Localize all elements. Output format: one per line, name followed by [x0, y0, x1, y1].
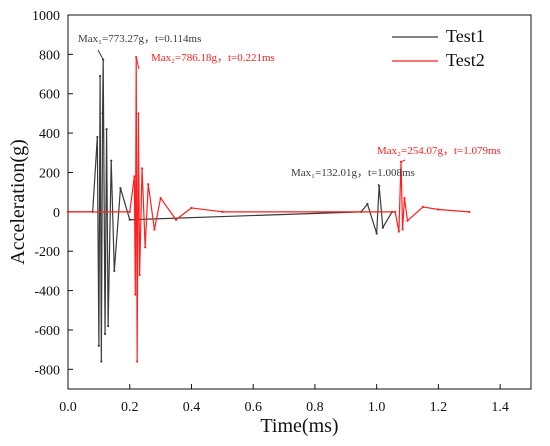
series-point-test2 — [159, 196, 162, 200]
annotation-leader-line — [400, 159, 406, 163]
series-point-test1 — [366, 202, 369, 206]
series-point-test1 — [97, 344, 100, 347]
series-point-test2 — [394, 210, 397, 213]
x-tick-label: 1.0 — [368, 400, 386, 415]
plot-frame — [67, 14, 532, 390]
series-point-test2 — [403, 196, 406, 200]
y-tick-label: -600 — [34, 324, 60, 339]
annotation-leader-line — [97, 49, 104, 60]
series-point-test1 — [100, 360, 103, 363]
series-point-test1 — [119, 187, 122, 190]
y-tick-label: 200 — [39, 166, 60, 181]
series-point-test1 — [101, 112, 104, 115]
annotation-label: Max₁=773.27g，t=0.114ms — [78, 33, 201, 45]
annotation-label: Max₂=254.07g，t=1.079ms — [377, 145, 501, 157]
plot-area: 0.0 0.2 0.4 0.6 0.8 1.0 1.2 1.4 -800 -600 -400 -200… — [7, 9, 532, 437]
series-point-test2 — [137, 112, 140, 115]
x-axis-title: Time(ms) — [260, 415, 338, 437]
annotation-label: Max₁=132.01g，t=1.008ms — [291, 167, 415, 179]
series-point-test2 — [190, 206, 193, 210]
x-tick-label: 0.2 — [121, 400, 139, 415]
x-tick-label: 0.0 — [59, 400, 77, 415]
y-axis-title: Acceleration(g) — [7, 139, 29, 264]
series-point-test2 — [401, 228, 404, 231]
series-point-test2 — [153, 228, 156, 231]
series-point-test2 — [136, 360, 139, 363]
y-tick-label: -800 — [34, 363, 60, 378]
series-point-test2 — [144, 246, 147, 249]
series-point-test1 — [381, 226, 384, 229]
series-point-test2 — [397, 230, 400, 233]
series-point-test1 — [128, 218, 131, 221]
y-tick-label: 400 — [39, 127, 60, 142]
series-point-test2 — [437, 208, 440, 211]
series-point-test1 — [96, 135, 99, 139]
y-tick-label: 600 — [39, 88, 60, 103]
series-point-test1 — [107, 324, 110, 328]
series-point-test1 — [113, 269, 116, 272]
series-point-test1 — [105, 128, 108, 131]
x-tick-label: 0.6 — [244, 400, 262, 415]
y-tick-label: -200 — [34, 245, 60, 260]
series-point-test2 — [406, 219, 409, 222]
y-tick-label: 0 — [53, 206, 60, 221]
series-point-test1 — [103, 332, 107, 335]
series-point-test1 — [375, 232, 378, 235]
series-point-test2 — [147, 183, 150, 186]
y-tick-label: 1000 — [32, 9, 60, 24]
annotation-label: Max₂=786.18g，t=0.221ms — [151, 52, 275, 64]
series-point-test1 — [110, 159, 113, 162]
series-point-test2 — [221, 210, 224, 213]
series-point-test2 — [133, 175, 136, 178]
series-point-test2 — [174, 218, 178, 221]
annotation-leader-line — [135, 56, 140, 70]
series-point-test2 — [140, 167, 144, 170]
x-tick-label: 0.8 — [306, 400, 324, 415]
series-line-test2 — [67, 56, 470, 363]
x-tick-label: 1.2 — [430, 400, 448, 415]
series-point-test2 — [134, 293, 137, 296]
series-point-test2 — [66, 210, 70, 213]
series-point-test2 — [468, 210, 471, 213]
series-line-test1 — [67, 59, 393, 363]
legend-label-test1: Test1 — [446, 26, 485, 46]
x-tick-label: 1.4 — [491, 400, 509, 415]
series-point-test1 — [99, 74, 102, 78]
legend-label-test2: Test2 — [446, 50, 485, 70]
series-point-test2 — [421, 205, 425, 209]
y-tick-label: -400 — [34, 285, 60, 300]
series-point-test2 — [138, 273, 141, 276]
annotation-leader-line — [377, 183, 380, 187]
y-tick-label: 800 — [39, 48, 60, 63]
series-point-test2 — [128, 210, 131, 213]
x-tick-label: 0.4 — [183, 400, 201, 415]
